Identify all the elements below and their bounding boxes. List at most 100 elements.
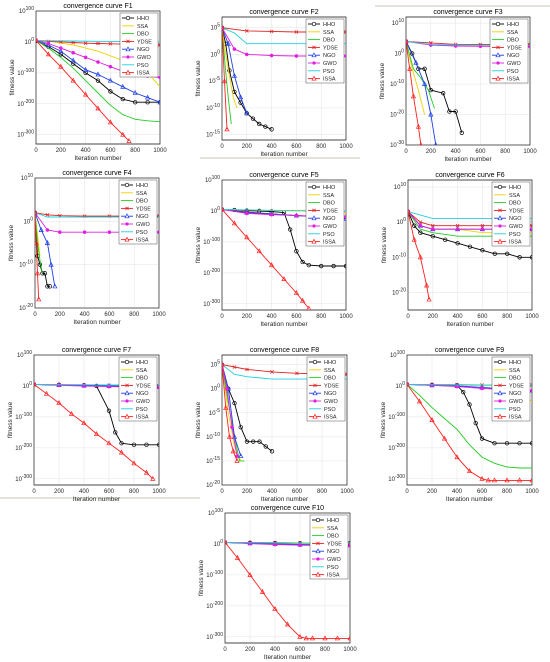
- legend-label-ngo: NGO: [136, 391, 149, 397]
- point-issa: [225, 539, 228, 545]
- point-gwo: [96, 60, 100, 64]
- point-issa: [83, 91, 89, 97]
- point-ydse: [294, 30, 299, 34]
- legend-label-ydse: YDSE: [136, 383, 151, 389]
- legend-marker: [312, 61, 316, 65]
- point-issa: [150, 475, 156, 481]
- legend-marker: [498, 383, 502, 388]
- series-line-issa: [225, 542, 350, 639]
- x-tick-label: 400: [451, 149, 462, 155]
- point-hho: [120, 97, 125, 102]
- legend-label-ngo: NGO: [324, 391, 337, 397]
- point-issa: [244, 234, 250, 240]
- legend-label-dbo: DBO: [136, 199, 149, 205]
- x-tick-label: 800: [502, 314, 513, 320]
- x-tick-label: 400: [267, 314, 278, 320]
- y-tick-label: 10-15: [206, 456, 220, 465]
- legend-marker: [316, 557, 320, 561]
- point-ydse: [344, 30, 346, 34]
- point-hho: [269, 127, 274, 132]
- legend-label-hho: HHO: [136, 183, 149, 189]
- y-tick-label: 10-15: [206, 130, 220, 139]
- point-hho: [319, 263, 324, 269]
- y-tick-label: 10100: [208, 508, 223, 517]
- x-tick-label: 0: [406, 314, 410, 320]
- legend-marker: [125, 69, 131, 75]
- series-line-dbo: [406, 41, 435, 109]
- x-tick-label: 1000: [340, 489, 354, 495]
- x-tick-label: 800: [130, 148, 141, 154]
- legend-marker: [125, 15, 131, 21]
- point-issa: [234, 554, 241, 560]
- point-hho: [144, 442, 149, 447]
- point-gwo: [108, 64, 113, 69]
- legend-label-gwo: GWO: [324, 399, 338, 405]
- point-hho: [232, 400, 237, 406]
- x-tick-label: 0: [220, 144, 224, 150]
- point-issa: [516, 477, 523, 483]
- legend-label-gwo: GWO: [323, 224, 337, 230]
- x-tick-label: 1000: [153, 148, 167, 154]
- point-hho: [300, 259, 305, 265]
- point-ngo: [422, 81, 428, 86]
- x-axis-label: Iteration number: [446, 496, 494, 503]
- point-issa: [504, 477, 510, 483]
- legend-marker: [312, 224, 316, 228]
- legend-box: [119, 12, 159, 78]
- x-tick-label: 600: [291, 314, 302, 320]
- legend-marker: [498, 208, 502, 213]
- legend-marker: [495, 52, 501, 58]
- legend-marker: [495, 21, 501, 27]
- y-tick-label: 10-10: [206, 432, 220, 441]
- point-ngo: [434, 142, 438, 145]
- point-hho: [306, 262, 311, 268]
- point-issa: [269, 262, 275, 268]
- point-issa: [35, 270, 41, 276]
- legend-label-dbo: DBO: [323, 38, 336, 44]
- legend-marker: [311, 75, 317, 81]
- point-hho: [467, 244, 473, 249]
- legend-label-ydse: YDSE: [323, 45, 338, 51]
- x-axis-label: Iteration number: [260, 151, 308, 158]
- legend-label-ssa: SSA: [136, 368, 147, 374]
- point-hho: [145, 100, 150, 105]
- point-hho: [492, 251, 497, 256]
- x-tick-label: 200: [426, 149, 437, 155]
- point-issa: [36, 37, 39, 43]
- point-hho: [430, 234, 435, 239]
- x-tick-label: 200: [242, 144, 253, 150]
- legend-label-hho: HHO: [136, 360, 149, 366]
- x-tick-label: 1000: [339, 144, 353, 150]
- y-tick-label: 100: [25, 37, 35, 46]
- y-tick-label: 10-20: [206, 480, 220, 489]
- point-gwo: [244, 52, 249, 57]
- y-axis-label: fitness value: [379, 63, 386, 100]
- point-issa: [120, 131, 126, 137]
- point-hho: [443, 237, 448, 242]
- legend-label-hho: HHO: [509, 185, 522, 191]
- point-hho: [250, 116, 256, 121]
- point-issa: [247, 571, 253, 577]
- axes-frame: [224, 512, 351, 644]
- point-gwo: [269, 53, 274, 58]
- series-line-ngo: [222, 27, 248, 114]
- point-gwo: [45, 228, 50, 232]
- legend-label-hho: HHO: [509, 360, 522, 366]
- point-hho: [45, 284, 50, 289]
- legend-label-gwo: GWO: [509, 224, 523, 230]
- series-group: [407, 381, 532, 483]
- legend-label-dbo: DBO: [507, 38, 520, 44]
- legend-label-issa: ISSA: [323, 77, 336, 83]
- x-axis-label: Iteration number: [264, 654, 312, 661]
- x-tick-label: 1000: [152, 312, 166, 318]
- point-issa: [300, 297, 306, 303]
- y-axis-label: fitness value: [7, 402, 14, 439]
- point-issa: [95, 105, 101, 111]
- legend-label-ydse: YDSE: [509, 208, 524, 214]
- x-tick-label: 0: [220, 314, 224, 320]
- point-issa: [303, 635, 309, 641]
- y-tick-label: 10-200: [15, 443, 32, 452]
- point-hho: [492, 441, 497, 446]
- point-gwo: [107, 384, 111, 389]
